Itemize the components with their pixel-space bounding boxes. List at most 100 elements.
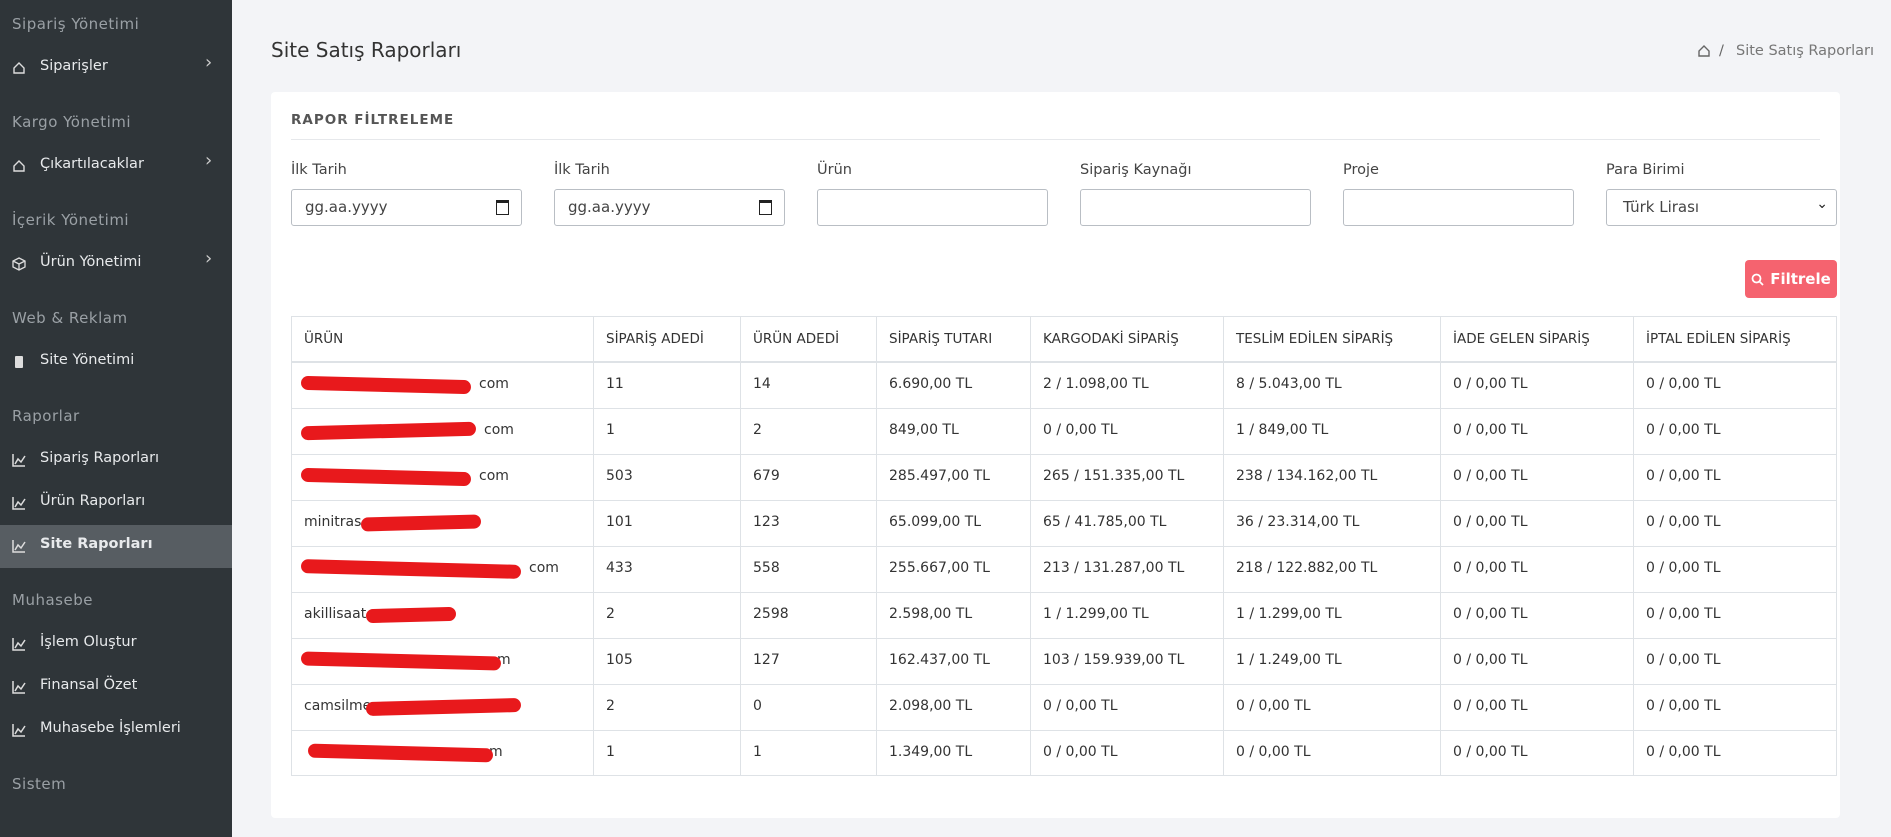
cell: 14 — [753, 376, 771, 392]
field-label: Sipariş Kaynağı — [1080, 162, 1192, 178]
sidebar-section: Raporlar — [12, 407, 80, 425]
cell: 255.667,00 TL — [889, 560, 990, 576]
menu-item[interactable]: Çıkartılacaklar — [40, 156, 144, 172]
row-divider — [291, 454, 1837, 455]
calendar-icon — [759, 200, 772, 215]
cell: 0 / 0,00 TL — [1453, 698, 1528, 714]
header-divider — [291, 361, 1837, 363]
cell: 0 / 0,00 TL — [1453, 560, 1528, 576]
sidebar: Sipariş Yönetimi Siparişler › Kargo Yönetim… — [0, 0, 232, 837]
cell: 6.690,00 TL — [889, 376, 973, 392]
row-divider — [291, 546, 1837, 547]
menu-item[interactable]: İşlem Oluştur — [40, 634, 137, 650]
menu-icon — [12, 681, 26, 694]
cell: 0 / 0,00 TL — [1646, 744, 1721, 760]
cell: 2 — [606, 698, 615, 714]
submenu-arrow: › — [205, 248, 213, 269]
field-input[interactable]: gg.aa.yyyy — [291, 189, 522, 226]
placeholder: gg.aa.yyyy — [305, 198, 388, 216]
cell: 1 — [753, 744, 762, 760]
cell: 0 / 0,00 TL — [1646, 376, 1721, 392]
menu-item[interactable]: Ürün Raporları — [40, 493, 146, 509]
cell: 679 — [753, 468, 780, 484]
cell: 2.098,00 TL — [889, 698, 973, 714]
cell: 2.598,00 TL — [889, 606, 973, 622]
page-title: Site Satış Raporları — [271, 38, 462, 62]
cell: 0 / 0,00 TL — [1453, 606, 1528, 622]
cell: 433 — [606, 560, 633, 576]
menu-icon — [12, 724, 26, 737]
submenu-arrow: › — [205, 150, 213, 171]
cell: 123 — [753, 514, 780, 530]
menu-item[interactable]: Finansal Özet — [40, 677, 138, 693]
field-input[interactable]: gg.aa.yyyy — [554, 189, 785, 226]
product-name: com — [484, 422, 514, 438]
cell: 0 / 0,00 TL — [1453, 468, 1528, 484]
field-input[interactable] — [1080, 189, 1311, 226]
cell: 162.437,00 TL — [889, 652, 990, 668]
cell: 2 / 1.098,00 TL — [1043, 376, 1149, 392]
menu-icon — [12, 497, 26, 510]
cell: 503 — [606, 468, 633, 484]
cell: 1.349,00 TL — [889, 744, 973, 760]
sidebar-section: Muhasebe — [12, 591, 93, 609]
row-divider — [291, 500, 1837, 501]
menu-item[interactable]: Muhasebe İşlemleri — [40, 720, 181, 736]
menu-item[interactable]: Sipariş Raporları — [40, 450, 160, 466]
menu-item[interactable]: Site Raporları — [40, 536, 153, 552]
menu-icon — [12, 638, 26, 651]
filter-button-label: Filtrele — [1770, 270, 1831, 288]
product-name: akillisaat — [304, 606, 367, 622]
cell: 1 / 849,00 TL — [1236, 422, 1329, 438]
field-label: Ürün — [817, 162, 852, 178]
cell: 105 — [606, 652, 633, 668]
field-input[interactable] — [817, 189, 1048, 226]
cell: 0 / 0,00 TL — [1453, 376, 1528, 392]
sidebar-section: Web & Reklam — [12, 309, 128, 327]
menu-item[interactable]: Site Yönetimi — [40, 352, 135, 368]
row-divider — [291, 730, 1837, 731]
field-input[interactable]: Türk Lirası ⌄ — [1606, 189, 1837, 226]
cell: 36 / 23.314,00 TL — [1236, 514, 1360, 530]
cell: 1 / 1.249,00 TL — [1236, 652, 1342, 668]
cell: 65.099,00 TL — [889, 514, 982, 530]
cell: 65 / 41.785,00 TL — [1043, 514, 1167, 530]
cell: 0 — [753, 698, 762, 714]
breadcrumb-separator: / — [1719, 43, 1724, 59]
cell: 0 / 0,00 TL — [1236, 744, 1311, 760]
column-header: SİPARİŞ ADEDİ — [606, 331, 704, 347]
product-name: com — [479, 468, 509, 484]
cell: 0 / 0,00 TL — [1453, 422, 1528, 438]
menu-item[interactable]: Siparişler — [40, 58, 108, 74]
cell: 0 / 0,00 TL — [1646, 560, 1721, 576]
cell: 1 — [606, 744, 615, 760]
calendar-icon — [496, 200, 509, 215]
active-item-bg — [0, 525, 232, 568]
column-header: KARGODAKİ SİPARİŞ — [1043, 331, 1179, 347]
cell: 0 / 0,00 TL — [1043, 422, 1118, 438]
row-divider — [291, 638, 1837, 639]
menu-item[interactable]: Ürün Yönetimi — [40, 254, 142, 270]
cell: 127 — [753, 652, 780, 668]
menu-icon — [12, 454, 26, 467]
cell: 103 / 159.939,00 TL — [1043, 652, 1185, 668]
sidebar-section: Sipariş Yönetimi — [12, 15, 140, 33]
breadcrumb-current[interactable]: Site Satış Raporları — [1736, 43, 1874, 59]
sidebar-section: İçerik Yönetimi — [12, 211, 130, 229]
cell: 2 — [606, 606, 615, 622]
cell: 1 — [606, 422, 615, 438]
select-arrow: ⌄ — [1816, 196, 1828, 212]
filter-button[interactable]: Filtrele — [1745, 260, 1837, 298]
menu-icon — [13, 62, 25, 74]
search-icon — [1751, 273, 1764, 286]
product-name: minitras — [304, 514, 362, 530]
filter-card: RAPOR FİLTRELEME Filtrele İlk Tarih gg.aa… — [271, 92, 1840, 818]
field-input[interactable] — [1343, 189, 1574, 226]
sidebar-section: Sistem — [12, 775, 67, 793]
cell: 0 / 0,00 TL — [1453, 652, 1528, 668]
cell: 2 — [753, 422, 762, 438]
cell: 0 / 0,00 TL — [1453, 744, 1528, 760]
cell: 101 — [606, 514, 633, 530]
column-header: İADE GELEN SİPARİŞ — [1453, 331, 1590, 347]
